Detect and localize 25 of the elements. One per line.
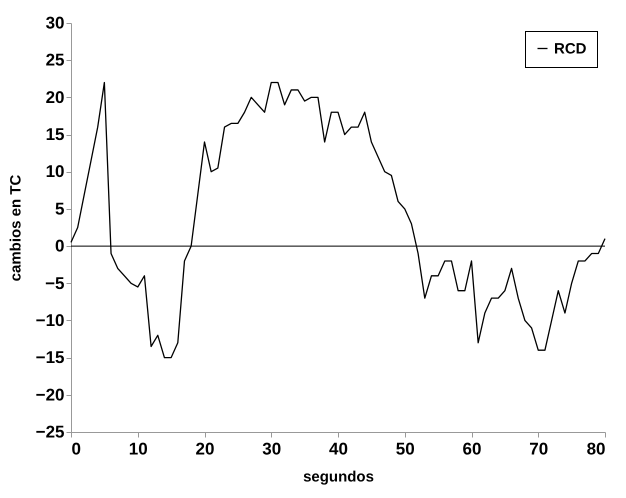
- y-tick-label: −5: [45, 274, 64, 293]
- y-tick-label: 25: [46, 50, 64, 70]
- y-tick-label: 10: [46, 162, 64, 182]
- y-tick-label: −25: [36, 422, 64, 442]
- y-tick-label: −15: [36, 348, 64, 368]
- x-tick-label: 20: [196, 440, 214, 458]
- x-tick-label: 60: [462, 440, 482, 458]
- line-series: [70, 82, 606, 358]
- y-tick-label: 20: [46, 88, 64, 107]
- y-tick-label: 5: [55, 199, 64, 218]
- x-tick-label: 40: [329, 440, 348, 458]
- legend-label: RCD: [554, 40, 587, 58]
- y-tick-label: 0: [55, 236, 64, 256]
- y-tick-label: −10: [36, 310, 64, 330]
- y-tick-label: 15: [46, 125, 64, 144]
- x-tick-label: 30: [262, 440, 282, 458]
- x-tick-label: 80: [586, 440, 606, 458]
- y-tick-label: −20: [36, 385, 64, 404]
- x-tick-label: 70: [529, 440, 548, 458]
- x-tick-label: 10: [128, 440, 148, 458]
- x-tick-label: 50: [396, 440, 415, 458]
- x-tick-label: 0: [72, 440, 81, 458]
- y-tick-label: 30: [46, 14, 64, 32]
- x-axis-title: segundos: [303, 468, 374, 486]
- y-axis-title: cambios en TC: [8, 174, 25, 282]
